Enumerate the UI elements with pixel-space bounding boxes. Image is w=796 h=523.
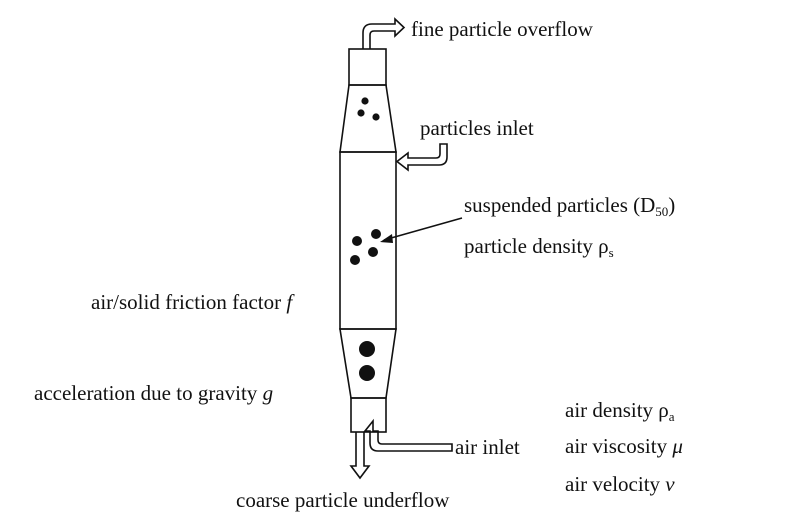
air-viscosity-symbol: μ [672, 434, 683, 458]
top-outlet-pipe [348, 48, 387, 86]
overflow-arrow [362, 17, 406, 49]
particle-medium-4 [350, 255, 360, 265]
gravity-text: acceleration due to gravity [34, 381, 258, 405]
particle-medium-2 [352, 236, 362, 246]
particle-small-3 [372, 113, 380, 121]
air-velocity-symbol: v [665, 472, 675, 496]
coarse-underflow-label: coarse particle underflow [236, 488, 450, 512]
air-density-subscript: a [668, 409, 675, 424]
particle-density-label: particle density ρs [464, 234, 614, 260]
particle-pointer-line [383, 217, 463, 241]
air-viscosity-text: air viscosity [565, 434, 668, 458]
air-inlet-arrow [363, 418, 453, 452]
particle-medium-3 [368, 247, 378, 257]
particle-small-1 [361, 97, 369, 105]
air-velocity-label: air velocity v [565, 474, 675, 495]
friction-factor-text: air/solid friction factor [91, 290, 282, 314]
suspended-particles-subscript: 50 [655, 204, 669, 219]
air-velocity-text: air velocity [565, 472, 661, 496]
air-density-label: air density ρa [565, 398, 675, 424]
friction-factor-label: air/solid friction factor f [91, 292, 292, 313]
upper-cone [339, 84, 397, 153]
underflow-arrow [349, 432, 371, 480]
particle-density-text: particle density ρ [464, 234, 609, 258]
suspended-particles-label: suspended particles (D50) [464, 193, 676, 219]
air-viscosity-label: air viscosity μ [565, 436, 683, 457]
bottom-outlet-pipe [350, 397, 387, 433]
air-inlet-label: air inlet [455, 435, 520, 459]
particle-small-2 [357, 109, 365, 117]
particle-density-subscript: s [608, 245, 614, 260]
particle-medium-1 [371, 229, 381, 239]
particles-inlet-label: particles inlet [420, 116, 534, 140]
gravity-label: acceleration due to gravity g [34, 383, 273, 404]
air-density-text: air density ρ [565, 398, 669, 422]
particle-large-2 [359, 365, 375, 381]
fine-overflow-label: fine particle overflow [411, 17, 593, 41]
particle-large-1 [359, 341, 375, 357]
gravity-symbol: g [262, 381, 274, 405]
suspended-particles-text: suspended particles (D [464, 193, 656, 217]
particle-pointer-head [380, 234, 393, 243]
lower-cone [339, 328, 397, 399]
friction-factor-symbol: f [286, 290, 293, 314]
suspended-particles-close: ) [668, 193, 676, 217]
inlet-arrow [395, 143, 448, 172]
